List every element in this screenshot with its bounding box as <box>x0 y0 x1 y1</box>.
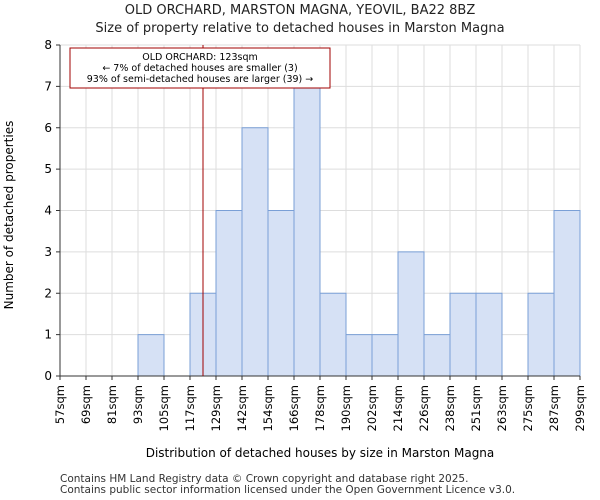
x-tick-label: 69sqm <box>79 385 93 424</box>
bar <box>137 334 165 377</box>
bar <box>293 85 321 377</box>
y-axis-label: Number of detached properties <box>2 121 16 310</box>
y-tick-label: 3 <box>44 245 52 259</box>
footer-line-2: Contains public sector information licen… <box>60 484 516 496</box>
x-tick-label: 154sqm <box>261 385 275 431</box>
annotation-line-1: OLD ORCHARD: 123sqm <box>142 52 258 63</box>
bar <box>527 292 555 377</box>
x-tick-label: 275sqm <box>521 385 535 431</box>
x-tick-label: 226sqm <box>417 385 431 431</box>
bar-chart: 0 1 2 3 4 5 6 7 8 57sqm 69sqm 81sqm 93sqm 105sqm 117s… <box>2 38 587 460</box>
chart-title: OLD ORCHARD, MARSTON MAGNA, YEOVIL, BA22… <box>0 2 600 38</box>
x-tick-label: 57sqm <box>53 385 67 424</box>
title-line-1: OLD ORCHARD, MARSTON MAGNA, YEOVIL, BA22… <box>124 3 476 18</box>
y-tick-label: 7 <box>44 79 52 93</box>
y-tick-labels: 0 1 2 3 4 5 6 7 8 <box>44 38 60 383</box>
x-tick-label: 190sqm <box>339 385 353 431</box>
bar <box>475 292 503 377</box>
x-tick-label: 214sqm <box>391 385 405 431</box>
bar <box>553 210 581 377</box>
x-tick-label: 166sqm <box>287 385 301 431</box>
y-tick-label: 1 <box>44 328 52 342</box>
bar <box>371 334 399 377</box>
bar <box>345 334 373 377</box>
bar <box>397 251 425 377</box>
y-tick-label: 4 <box>44 204 52 218</box>
y-tick-label: 8 <box>44 38 52 52</box>
bar <box>423 334 451 377</box>
x-tick-label: 287sqm <box>547 385 561 431</box>
x-tick-label: 81sqm <box>105 385 119 424</box>
x-tick-label: 238sqm <box>443 385 457 431</box>
x-tick-label: 142sqm <box>235 385 249 431</box>
y-tick-label: 0 <box>44 369 52 383</box>
bars <box>137 85 581 377</box>
bar <box>449 292 477 377</box>
footer-line-1: Contains HM Land Registry data © Crown c… <box>60 473 469 485</box>
x-tick-label: 251sqm <box>469 385 483 431</box>
bar <box>215 210 243 377</box>
x-tick-label: 105sqm <box>157 385 171 431</box>
annotation-box: OLD ORCHARD: 123sqm ← 7% of detached hou… <box>69 47 331 89</box>
y-tick-label: 6 <box>44 121 52 135</box>
title-line-2: Size of property relative to detached ho… <box>95 21 505 36</box>
x-tick-label: 117sqm <box>183 385 197 431</box>
x-tick-label: 263sqm <box>495 385 509 431</box>
bar <box>267 210 295 377</box>
bar <box>319 292 347 377</box>
x-axis-label: Distribution of detached houses by size … <box>146 446 495 460</box>
footer: Contains HM Land Registry data © Crown c… <box>60 474 515 496</box>
x-tick-label: 129sqm <box>209 385 223 431</box>
annotation-line-2: ← 7% of detached houses are smaller (3) <box>102 63 297 74</box>
x-tick-label: 299sqm <box>573 385 587 431</box>
x-tick-labels: 57sqm 69sqm 81sqm 93sqm 105sqm 117sqm 129sqm 14… <box>53 376 587 431</box>
annotation-rect <box>69 47 331 89</box>
y-tick-label: 2 <box>44 286 52 300</box>
x-tick-label: 202sqm <box>365 385 379 431</box>
annotation-line-3: 93% of semi-detached houses are larger (… <box>87 74 314 85</box>
bar <box>241 127 269 377</box>
x-tick-label: 93sqm <box>131 385 145 424</box>
x-tick-label: 178sqm <box>313 385 327 431</box>
y-tick-label: 5 <box>44 162 52 176</box>
